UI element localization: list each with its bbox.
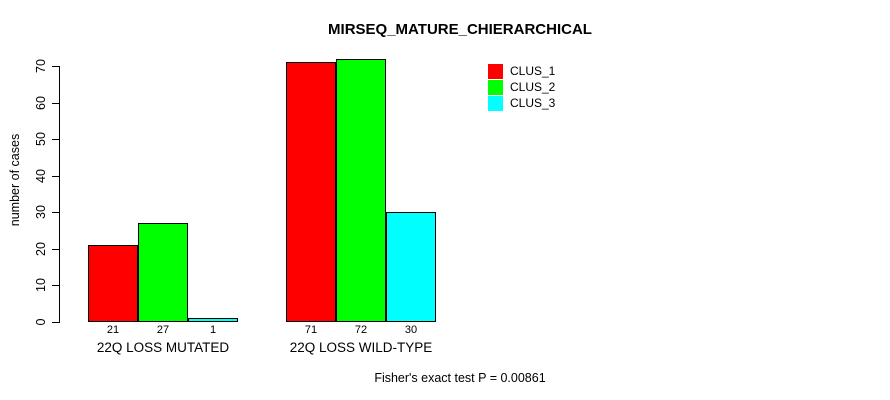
bar-clus-1-group-2 [286,62,336,322]
bar-value-label: 21 [106,324,120,336]
y-axis-tick-label: 50 [34,132,48,146]
legend-swatch [488,79,503,95]
bar-value-label: 27 [156,324,170,336]
y-axis-tick [52,176,59,177]
y-axis-tick-label: 10 [34,278,48,292]
bar-value-label: 30 [404,324,418,336]
legend-swatch [488,95,503,111]
y-axis-tick-label: 20 [34,242,48,256]
x-axis-group-label: 22Q LOSS WILD-TYPE [289,340,433,355]
bar-value-label: 71 [304,324,318,336]
y-axis-tick-label: 70 [34,59,48,73]
bar-clus-2-group-1 [138,223,188,322]
y-axis-tick [52,212,59,213]
annotation-text: Fisher's exact test P = 0.00861 [374,371,546,385]
y-axis-tick-label: 40 [34,169,48,183]
y-axis-tick [52,66,59,67]
legend-label: CLUS_3 [510,96,556,110]
y-axis-tick-label: 60 [34,96,48,110]
y-axis-tick [52,322,59,323]
bar-clus-3-group-1 [188,318,238,322]
y-axis-tick [52,139,59,140]
legend-swatch [488,63,503,79]
legend-label: CLUS_2 [510,80,556,94]
y-axis-tick [52,249,59,250]
y-axis-tick-label: 0 [34,318,48,326]
bar-clus-2-group-2 [336,59,386,322]
bar-clus-3-group-2 [386,212,436,322]
legend-item: CLUS_2 [488,79,555,95]
y-axis-tick [52,103,59,104]
legend: CLUS_1 CLUS_2 CLUS_3 [488,63,555,111]
legend-label: CLUS_1 [510,64,556,78]
y-axis-line [59,66,60,323]
legend-item: CLUS_1 [488,63,555,79]
x-axis-group-label: 22Q LOSS MUTATED [96,340,230,355]
bar-value-label: 72 [354,324,368,336]
bar-value-label: 1 [209,324,217,336]
bar-clus-1-group-1 [88,245,138,322]
y-axis-tick [52,285,59,286]
legend-item: CLUS_3 [488,95,555,111]
chart-title: MIRSEQ_MATURE_CHIERARCHICAL [328,21,592,38]
y-axis-tick-label: 30 [34,205,48,219]
